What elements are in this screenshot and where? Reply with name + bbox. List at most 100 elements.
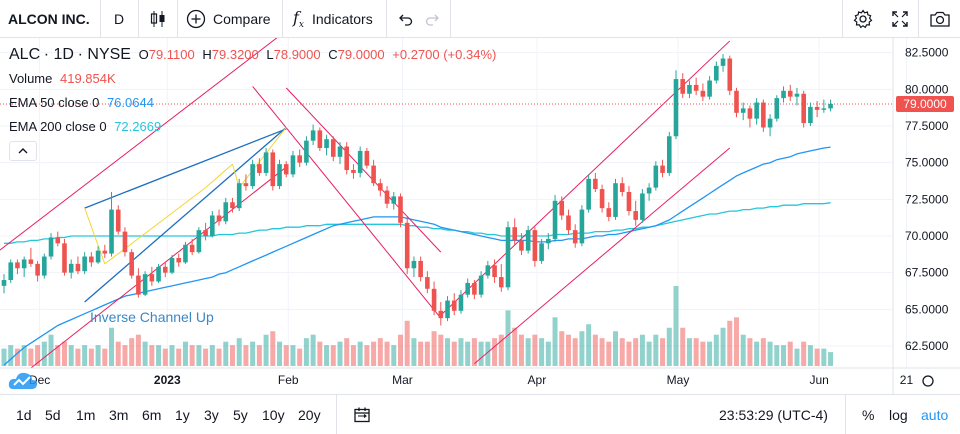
volume-bar [619,338,625,366]
ema200-value: 72.2669 [114,119,162,134]
collapse-legend-button[interactable] [9,141,37,161]
candle-body [519,240,524,251]
candle-body [633,211,638,220]
candle-body [223,202,229,222]
candle-body [606,208,612,217]
volume-bar [586,324,592,366]
range-1y[interactable]: 1y [175,406,190,423]
indicators-button[interactable]: fx Indicators [293,0,373,38]
percent-toggle[interactable]: % [862,406,875,423]
candle-body [525,230,531,251]
zigzag-line [84,207,106,265]
volume-bar [485,341,491,366]
candle-body [700,90,706,97]
volume-bar [364,345,370,366]
range-20y[interactable]: 20y [298,406,321,423]
auto-toggle[interactable]: auto [921,406,949,423]
candle-body [404,222,410,269]
volume-bar [465,341,471,366]
volume-bar [781,345,787,366]
zigzag-line [205,163,233,188]
range-10y[interactable]: 10y [262,406,285,423]
candle-body [62,243,67,273]
candle-body [270,152,276,187]
range-6m[interactable]: 6m [142,406,162,423]
price-tick-label: 80.0000 [905,82,949,96]
range-3m[interactable]: 3m [109,406,129,423]
volume-bar [559,331,565,366]
volume-bar [256,345,262,366]
volume-bar [545,341,551,366]
candle-body [149,274,155,282]
settings-button[interactable] [853,0,873,38]
time-axis-settings-icon[interactable] [922,375,934,387]
range-5d[interactable]: 5d [45,406,61,423]
camera-icon [930,11,950,27]
candle-body [55,237,61,244]
candle-body [572,230,578,244]
candle-body [277,164,282,187]
goto-date-button[interactable] [353,395,371,434]
volume-bar [135,334,141,366]
volume-bar [270,331,276,366]
clock-display[interactable]: 23:53:29 (UTC-4) [719,406,828,423]
candle-body [767,118,773,128]
candle-body [129,252,134,276]
chart-area[interactable]: Inverse Channel Up 82.5000 80.0000 77.5000… [0,38,960,394]
candle-body [68,263,74,273]
logo-icon [8,370,38,392]
volume-bar [458,338,464,366]
range-1d[interactable]: 1d [16,406,32,423]
candle-body [740,108,746,113]
candle-body [794,93,800,97]
channel-line [84,126,287,303]
candle-body [142,274,148,295]
symbol-search-button[interactable]: ALCON INC. [8,11,90,27]
candle-body [75,263,81,272]
volume-bar [330,345,336,366]
price-chart[interactable]: Inverse Channel Up 82.5000 80.0000 77.5000… [0,38,960,394]
redo-button[interactable] [424,0,442,38]
candle-body [21,259,27,269]
channel-line [252,86,442,319]
legend-ema50[interactable]: EMA 50 close 0 76.0644 [9,95,154,110]
range-3y[interactable]: 3y [204,406,219,423]
compare-button[interactable]: Compare [186,0,271,38]
legend-ema200[interactable]: EMA 200 close 0 72.2669 [9,119,161,134]
candle-body [384,190,390,204]
range-1m[interactable]: 1m [76,406,96,423]
undo-button[interactable] [396,0,414,38]
candle-body [546,238,551,244]
legend-volume[interactable]: Volume 419.854K [9,71,116,86]
candle-body [169,258,175,273]
interval-button[interactable]: D [114,11,125,27]
volume-bar [505,310,511,366]
candle-body [781,90,786,99]
high-value: 79.3200 [211,47,259,62]
volume-bar [21,345,27,366]
time-tick-label: Apr [528,373,547,387]
volume-bar [169,345,175,366]
volume-bar [1,348,7,366]
volume-bar [48,334,54,366]
candles-icon [150,11,165,27]
volume-bar [733,317,739,366]
fullscreen-button[interactable] [891,0,909,38]
candle-body [492,265,497,278]
volume-bar [592,334,598,366]
volume-bar [243,345,249,366]
candle-body [48,237,54,257]
chart-type-button[interactable] [149,0,167,38]
close-label: C [328,47,338,62]
candle-body [189,244,195,253]
volume-bar [700,341,706,366]
legend-ticker[interactable]: ALC [9,46,41,63]
plus-circle-icon [186,9,206,29]
volume-bar [579,331,585,366]
range-5y[interactable]: 5y [233,406,248,423]
log-toggle[interactable]: log [889,406,908,423]
candle-body [666,136,672,173]
screenshot-button[interactable] [929,0,951,38]
volume-bar [646,341,652,366]
candle-body [8,262,14,280]
